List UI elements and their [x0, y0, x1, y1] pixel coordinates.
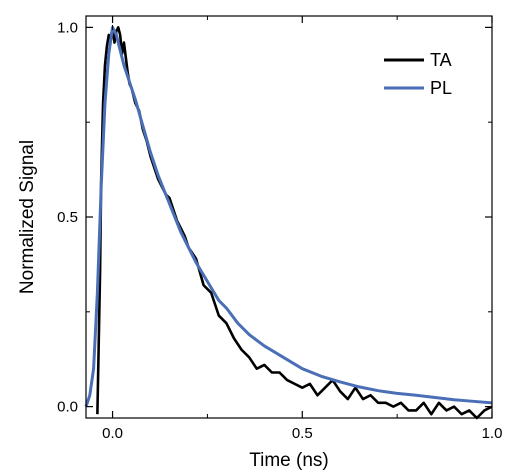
x-tick-label: 0.5 [292, 425, 313, 442]
legend: TA PL [384, 50, 452, 98]
y-axis-title: Normalized Signal [17, 140, 38, 294]
series-line-pl [84, 25, 493, 408]
series-layer [84, 25, 493, 420]
ticks-layer [86, 16, 493, 418]
tick-labels-layer: 0.0 0.5 1.0 0.0 0.5 1.0 [57, 19, 502, 442]
y-tick-label: 0.0 [57, 399, 78, 416]
x-tick-label: 1.0 [482, 425, 503, 442]
x-axis-title: Time (ns) [249, 450, 329, 471]
series-line-ta [96, 26, 493, 420]
y-tick-label: 1.0 [57, 19, 78, 36]
legend-label-pl: PL [430, 78, 452, 98]
plot-area [86, 16, 492, 418]
x-tick-label: 0.0 [102, 425, 123, 442]
y-tick-label: 0.5 [57, 209, 78, 226]
legend-label-ta: TA [430, 50, 452, 70]
